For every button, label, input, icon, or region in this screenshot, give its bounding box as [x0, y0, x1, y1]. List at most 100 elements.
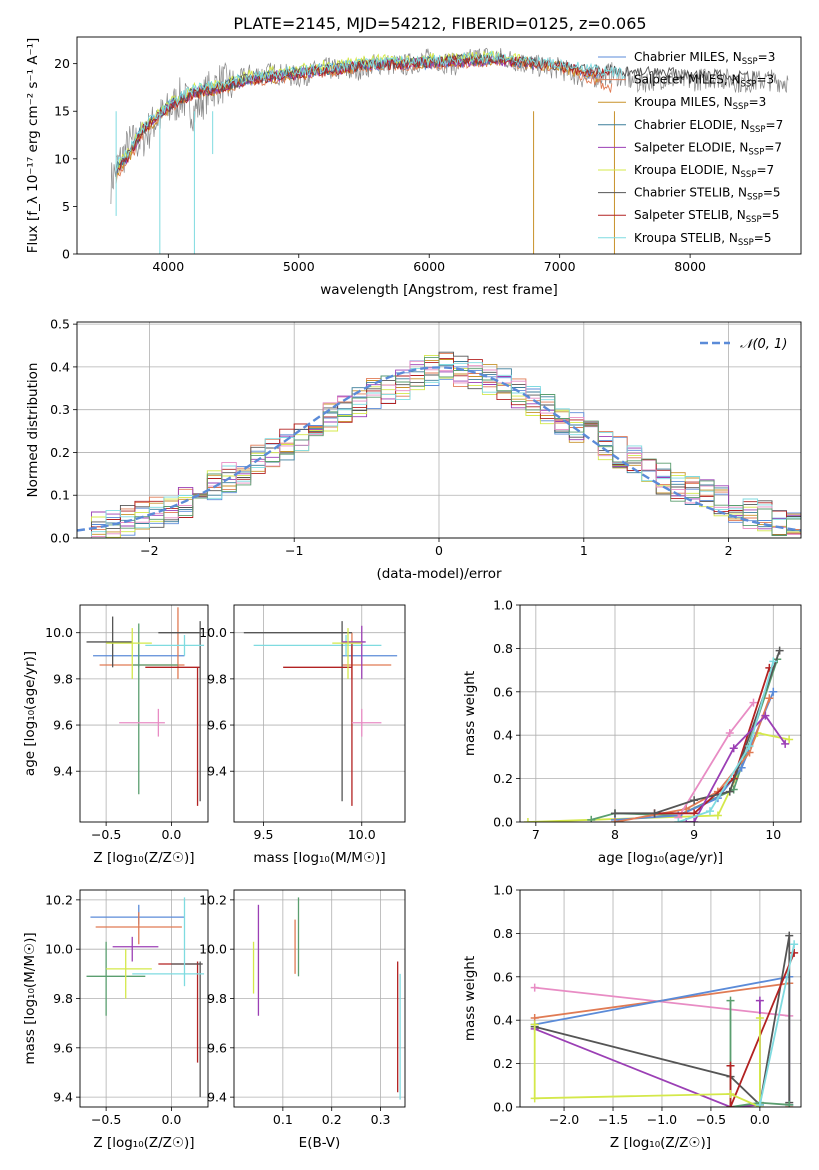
y-axis-label: Flux [f_λ 10⁻¹⁷ erg cm⁻² s⁻¹ A⁻¹] [25, 38, 41, 254]
x-tick-label: 9.5 [254, 827, 274, 842]
y-tick-label: 0.4 [493, 1013, 513, 1028]
figure-title: PLATE=2145, MJD=54212, FIBERID=0125, z=0… [233, 14, 646, 33]
y-tick-label: 0.2 [493, 1056, 513, 1071]
x-tick-label: −2 [140, 543, 158, 558]
y-tick-label: 5 [62, 199, 70, 214]
axes-frame [233, 604, 406, 823]
error-bar-point [95, 912, 182, 945]
mass-weight-marker [765, 694, 774, 703]
y-tick-label: 9.4 [207, 1090, 227, 1105]
panel-mass-vs-Z: −0.5 0.0 9.4 9.6 9.8 10.0 10.2 Z [log₁₀(Z/Z☉)] m… [22, 889, 209, 1151]
error-bar-point [90, 904, 185, 925]
x-tick-label: 0.0 [161, 1112, 181, 1127]
mass-weight-line [615, 650, 781, 815]
y-tick-label: 9.4 [53, 1090, 73, 1105]
model-spectrum-line [115, 54, 600, 179]
panel-age-vs-mass: 9.5 10.0 9.4 9.6 9.8 10.0 mass [log₁₀(M/M☉)] [199, 604, 406, 866]
y-tick-label: 0.8 [493, 926, 513, 941]
error-bar-point [283, 644, 353, 806]
x-tick-label: −1.5 [598, 1112, 628, 1127]
legend-entry: Kroupa ELODIE, NSSP=7 [634, 163, 774, 180]
mass-weight-marker [781, 739, 790, 748]
y-tick-label: 9.4 [207, 764, 227, 779]
x-tick-label: 5000 [283, 259, 315, 274]
mass-weight-marker [650, 809, 659, 818]
model-spectrum-line [115, 54, 613, 175]
y-axis-label: Normed distribution [25, 363, 41, 498]
x-tick-label: 2 [725, 543, 733, 558]
x-tick-label: −0.5 [91, 827, 121, 842]
mass-weight-marker [785, 1100, 794, 1107]
x-tick-label: 7000 [544, 259, 576, 274]
mass-weight-marker [755, 1014, 764, 1023]
y-tick-label: 0.5 [50, 317, 70, 332]
axes-frame [76, 321, 802, 539]
x-tick-label: 0.3 [371, 1112, 391, 1127]
y-tick-label: 15 [54, 104, 70, 119]
plot-area-mass-vs-Z [86, 897, 205, 1098]
y-tick-label: 10.2 [45, 892, 73, 907]
y-tick-label: 1.0 [493, 598, 513, 613]
mass-weight-marker [785, 931, 794, 940]
x-axis-label: E(B-V) [299, 1135, 341, 1151]
mass-weight-marker [769, 687, 778, 696]
mass-weight-marker [726, 1061, 735, 1070]
plot-area-age-vs-Z [86, 607, 205, 806]
x-axis-label: Z [log₁₀(Z/Z☉)] [93, 1135, 194, 1151]
mass-weight-line [729, 1000, 790, 1107]
y-tick-label: 0.1 [50, 488, 70, 503]
legend-entry: Kroupa MILES, NSSP=3 [634, 95, 766, 112]
mass-weight-marker [725, 787, 734, 796]
error-bar-point [342, 625, 366, 679]
plot-area-spectrum [110, 47, 789, 254]
axes-frame [79, 889, 209, 1108]
model-spectrum-line [115, 52, 756, 175]
error-bar-point [132, 897, 205, 987]
legend-entry: Salpeter ELODIE, NSSP=7 [634, 140, 782, 157]
x-tick-label: −0.5 [696, 1112, 726, 1127]
x-tick-label: 0.0 [161, 827, 181, 842]
plot-area-mass-weight-vs-age [523, 646, 794, 822]
y-tick-label: 9.8 [53, 671, 73, 686]
y-tick-label: 9.6 [207, 718, 227, 733]
error-bar-point [342, 644, 398, 668]
error-bar-point [158, 621, 202, 802]
x-axis-label: wavelength [Angstrom, rest frame] [320, 282, 558, 298]
error-bar-point [243, 621, 352, 802]
y-tick-label: 9.6 [53, 718, 73, 733]
mass-weight-marker [749, 698, 758, 707]
legend-entry: Kroupa STELIB, NSSP=5 [634, 231, 772, 248]
mass-weight-marker [690, 818, 699, 822]
y-tick-label: 0.0 [493, 815, 513, 830]
error-bar-point [119, 708, 165, 737]
error-bar-point [351, 708, 382, 737]
mass-weight-marker [530, 1020, 539, 1029]
panel-spectrum: 4000 5000 6000 7000 8000 0 5 10 15 20 wavelength [… [25, 36, 802, 298]
error-bar-point [145, 666, 201, 806]
x-tick-label: 6000 [413, 259, 445, 274]
mass-weight-marker [745, 742, 754, 751]
y-tick-label: 0.4 [493, 728, 513, 743]
y-tick-label: 0.2 [493, 771, 513, 786]
panel-mass-weight-vs-Z: −2.0 −1.5 −1.0 −0.5 0.0 0.0 0.2 0.4 0.6 0.8 1.0 Z [… [462, 883, 802, 1151]
y-tick-label: 10.0 [199, 942, 227, 957]
y-tick-label: 0.4 [50, 359, 70, 374]
mass-weight-marker [610, 818, 619, 822]
x-tick-label: 9 [690, 827, 698, 842]
error-bar-point [132, 623, 178, 795]
y-tick-label: 10.2 [199, 892, 227, 907]
mass-weight-line [729, 952, 795, 1107]
y-tick-label: 9.6 [53, 1040, 73, 1055]
mass-weight-marker [790, 940, 799, 949]
x-axis-label: Z [log₁₀(Z/Z☉)] [610, 1135, 711, 1151]
y-tick-label: 9.6 [207, 1040, 227, 1055]
error-bar-point [145, 635, 205, 656]
error-bar-point [106, 949, 152, 999]
axes-frame [519, 604, 802, 823]
mass-weight-line [534, 986, 790, 1017]
x-tick-label: 8 [611, 827, 619, 842]
x-tick-label: 10.0 [348, 827, 376, 842]
error-bar-point [112, 936, 159, 962]
error-bar-point [253, 635, 382, 656]
mass-weight-marker [523, 818, 532, 822]
